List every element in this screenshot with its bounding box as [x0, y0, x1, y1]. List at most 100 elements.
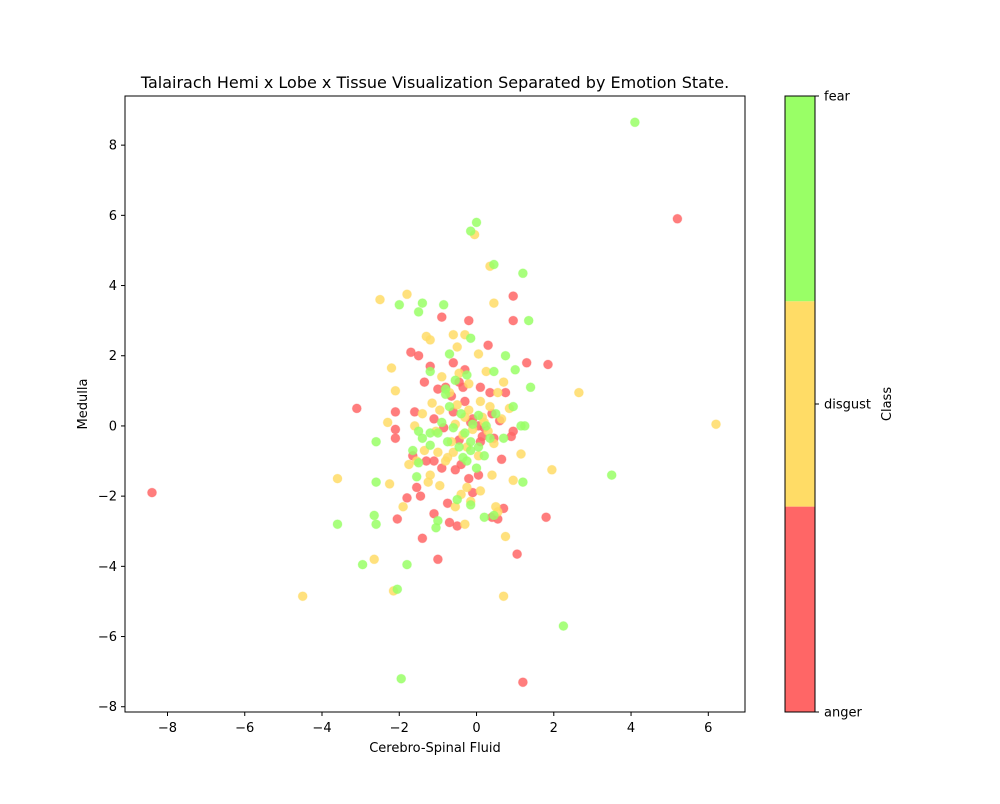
data-point-fear	[402, 559, 412, 570]
data-point-disgust	[332, 473, 343, 484]
data-point-disgust	[432, 447, 443, 458]
data-point-fear	[471, 463, 482, 474]
data-point-fear	[516, 420, 526, 431]
data-point-disgust	[384, 478, 395, 489]
data-point-anger	[496, 454, 507, 465]
data-point-anger	[390, 424, 401, 435]
data-point-fear	[473, 410, 484, 421]
data-point-disgust	[463, 405, 474, 416]
data-point-anger	[541, 512, 552, 523]
x-axis: −8 −6 −4 −2 0 2 4 6	[158, 712, 712, 736]
data-point-anger	[429, 456, 439, 466]
data-point-fear	[396, 673, 407, 684]
x-tick-label: −6	[235, 721, 254, 736]
y-tick-label: 6	[109, 209, 117, 224]
data-point-disgust	[434, 480, 445, 491]
data-point-disgust	[382, 417, 393, 428]
data-point-disgust	[369, 554, 380, 565]
colorbar-segment-fear	[785, 96, 815, 302]
data-point-anger	[672, 213, 683, 224]
data-point-fear	[440, 389, 451, 400]
data-point-fear	[498, 433, 509, 444]
data-point-fear	[425, 440, 436, 451]
data-point-anger	[392, 514, 403, 524]
data-point-disgust	[448, 447, 459, 458]
data-point-anger	[463, 315, 474, 326]
data-point-disgust	[546, 464, 557, 475]
data-point-anger	[450, 464, 461, 475]
data-point-disgust	[473, 349, 484, 359]
points-layer	[147, 117, 721, 688]
data-point-disgust	[402, 289, 412, 300]
data-point-fear	[371, 436, 382, 447]
y-tick-label: 0	[109, 419, 117, 434]
data-point-fear	[417, 433, 428, 444]
data-point-fear	[452, 494, 463, 505]
y-tick-label: −4	[98, 560, 117, 575]
data-point-anger	[411, 482, 422, 493]
data-point-disgust	[475, 485, 486, 496]
data-point-fear	[485, 433, 495, 444]
data-point-disgust	[436, 371, 447, 382]
data-point-disgust	[573, 387, 584, 398]
data-point-disgust	[508, 475, 519, 486]
data-point-anger	[390, 433, 401, 444]
data-point-disgust	[498, 377, 509, 388]
data-point-disgust	[500, 531, 511, 542]
data-point-fear	[450, 375, 461, 386]
colorbar-segment-anger	[785, 506, 815, 712]
data-point-disgust	[475, 396, 486, 407]
y-tick-label: −8	[98, 700, 117, 715]
y-tick-label: −6	[98, 630, 117, 645]
data-point-fear	[606, 470, 617, 481]
data-point-disgust	[390, 385, 401, 396]
x-tick-label: 2	[550, 721, 558, 736]
data-point-anger	[405, 347, 416, 358]
data-point-anger	[483, 340, 494, 351]
data-point-disgust	[398, 501, 409, 512]
data-point-fear	[629, 117, 640, 128]
data-point-fear	[371, 519, 382, 530]
data-point-anger	[448, 357, 459, 368]
y-axis-label: Medulla	[76, 379, 91, 430]
data-point-fear	[431, 522, 441, 533]
data-point-fear	[508, 401, 519, 412]
chart-title: Talairach Hemi x Lobe x Tissue Visualiza…	[140, 73, 729, 92]
data-point-fear	[517, 268, 528, 279]
data-point-disgust	[297, 591, 308, 602]
data-point-disgust	[417, 408, 428, 419]
data-point-disgust	[463, 378, 474, 389]
colorbar-label: Class	[880, 387, 895, 421]
y-tick-label: 4	[109, 279, 117, 294]
data-point-fear	[417, 298, 428, 309]
y-axis: −8 −6 −4 −2 0 2 4 6 8	[98, 139, 125, 715]
data-point-fear	[558, 621, 569, 631]
data-point-disgust	[448, 329, 459, 340]
data-point-fear	[442, 436, 453, 447]
data-point-fear	[413, 306, 424, 317]
x-tick-label: −8	[158, 721, 177, 736]
data-point-disgust	[496, 413, 507, 424]
data-point-anger	[351, 403, 362, 414]
data-point-disgust	[386, 363, 397, 373]
data-point-fear	[461, 370, 472, 380]
data-point-fear	[454, 442, 465, 452]
data-point-fear	[488, 510, 499, 521]
data-point-anger	[429, 413, 439, 424]
data-point-fear	[465, 226, 476, 237]
data-point-fear	[500, 350, 511, 361]
data-point-disgust	[492, 387, 503, 398]
data-point-fear	[438, 299, 449, 310]
data-point-anger	[390, 406, 401, 417]
y-tick-label: 2	[109, 349, 117, 364]
data-point-fear	[465, 436, 476, 447]
data-point-fear	[413, 426, 424, 437]
data-point-disgust	[425, 334, 436, 345]
data-point-anger	[463, 473, 474, 484]
data-point-anger	[442, 498, 453, 509]
data-point-anger	[436, 312, 447, 323]
data-point-anger	[147, 487, 157, 498]
x-axis-label: Cerebro-Spinal Fluid	[369, 741, 501, 756]
